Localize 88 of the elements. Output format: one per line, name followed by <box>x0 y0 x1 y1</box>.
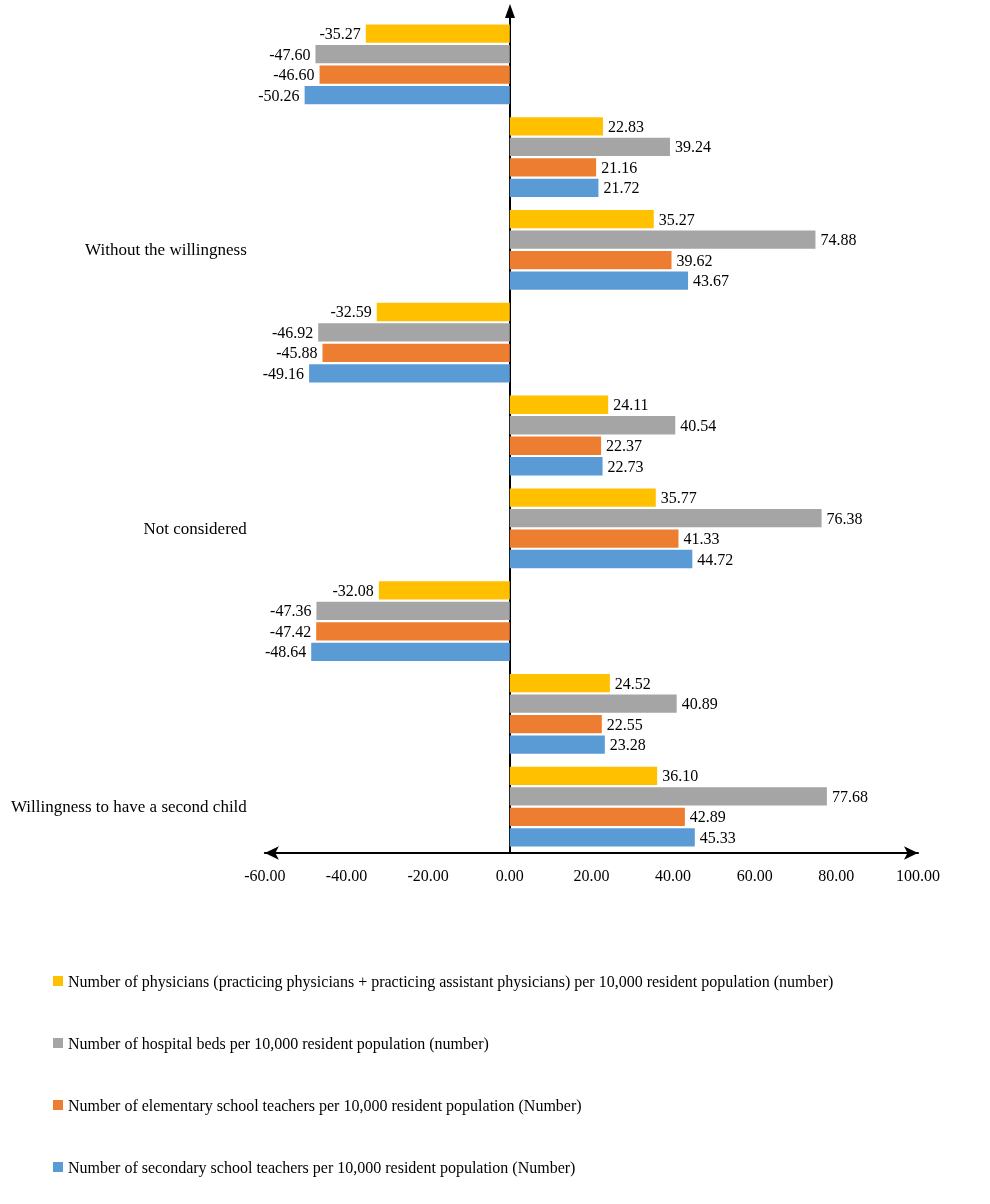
data-label: -47.42 <box>269 622 312 640</box>
bar <box>509 251 672 270</box>
data-label: 22.73 <box>607 457 644 475</box>
bar <box>509 735 605 754</box>
bar <box>509 787 827 806</box>
bar <box>309 364 510 383</box>
bar <box>509 488 656 507</box>
data-label: -45.88 <box>276 344 318 362</box>
bar <box>316 601 510 620</box>
data-label: -49.16 <box>262 364 305 382</box>
data-label: 22.83 <box>607 117 644 135</box>
bar <box>509 178 599 198</box>
bar <box>509 158 597 177</box>
bar <box>509 117 603 136</box>
bar <box>509 271 689 290</box>
data-label: 22.37 <box>606 437 643 455</box>
bar <box>509 137 670 157</box>
bar <box>322 343 510 363</box>
data-label: 76.38 <box>826 509 863 527</box>
data-label: 43.67 <box>693 272 730 290</box>
x-tick-label: 80.00 <box>818 866 855 884</box>
data-label: 39.24 <box>674 138 711 156</box>
data-label: 42.89 <box>689 808 726 826</box>
data-label: 21.72 <box>603 179 640 197</box>
bar <box>315 44 510 64</box>
data-label: 36.10 <box>662 767 699 785</box>
bar <box>376 302 510 322</box>
bar <box>304 85 510 105</box>
data-label: 45.33 <box>699 828 736 846</box>
data-label: 21.16 <box>601 158 638 176</box>
x-tick-label: -20.00 <box>407 866 449 884</box>
bar <box>509 416 676 435</box>
data-label: -46.92 <box>271 323 314 341</box>
x-tick-label: 100.00 <box>896 866 940 884</box>
bar <box>509 714 602 734</box>
y-tick-label: Not considered <box>143 518 248 538</box>
data-label: -50.26 <box>258 86 300 104</box>
bar <box>509 508 822 528</box>
bar <box>316 622 510 641</box>
data-label: 24.52 <box>614 674 651 692</box>
data-label: 39.62 <box>676 251 713 269</box>
legend-label: Number of secondary school teachers per 10,000 resident population (Number) <box>68 1158 576 1177</box>
data-label: -46.60 <box>273 66 315 84</box>
data-label: 77.68 <box>831 787 868 805</box>
data-label: 44.72 <box>697 550 734 568</box>
data-label: 22.55 <box>606 715 643 733</box>
bar <box>365 24 510 43</box>
data-label: 40.89 <box>681 695 718 713</box>
y-tick-label: Willingness to have a second child <box>11 797 248 817</box>
data-label: -35.27 <box>319 25 361 43</box>
bar <box>509 395 609 414</box>
data-label: 35.77 <box>660 489 697 507</box>
bar <box>319 65 510 84</box>
x-tick-label: -40.00 <box>325 866 368 884</box>
legend-label: Number of elementary school teachers per 10,000 resident population (Number) <box>68 1096 582 1115</box>
data-label: 40.54 <box>680 416 717 434</box>
data-label: 74.88 <box>820 231 857 249</box>
bar <box>509 230 816 249</box>
bar <box>318 323 510 342</box>
bar <box>378 581 510 600</box>
bar <box>509 436 602 455</box>
bar <box>509 828 695 847</box>
data-label: 24.11 <box>613 396 649 414</box>
x-tick-label: 40.00 <box>655 866 692 884</box>
bar <box>509 210 654 229</box>
x-tick-label: 0.00 <box>495 866 524 884</box>
bar <box>509 694 677 713</box>
bar <box>509 457 603 476</box>
bar <box>509 673 610 693</box>
data-label: 41.33 <box>683 530 720 548</box>
bar <box>509 549 693 569</box>
data-label: -47.60 <box>269 45 311 63</box>
x-tick-label: 60.00 <box>736 866 773 884</box>
y-tick-label: Without the willingness <box>85 240 247 260</box>
data-label: -47.36 <box>270 602 312 620</box>
x-tick-label: -60.00 <box>244 866 286 884</box>
data-label: 35.27 <box>658 210 695 228</box>
legend-label: Number of hospital beds per 10,000 resident population (number) <box>68 1034 489 1053</box>
x-tick-label: 20.00 <box>573 866 610 884</box>
data-label: -32.59 <box>330 303 372 321</box>
data-label: 23.28 <box>609 736 646 754</box>
bar <box>311 642 510 661</box>
data-label: -32.08 <box>332 581 374 599</box>
bar <box>509 807 685 827</box>
bar <box>509 766 658 786</box>
legend-label: Number of physicians (practicing physicians + practicing assistant physicians) per 10,000 resident population (number) <box>68 972 834 991</box>
data-label: -48.64 <box>264 643 307 661</box>
bar <box>509 529 679 548</box>
